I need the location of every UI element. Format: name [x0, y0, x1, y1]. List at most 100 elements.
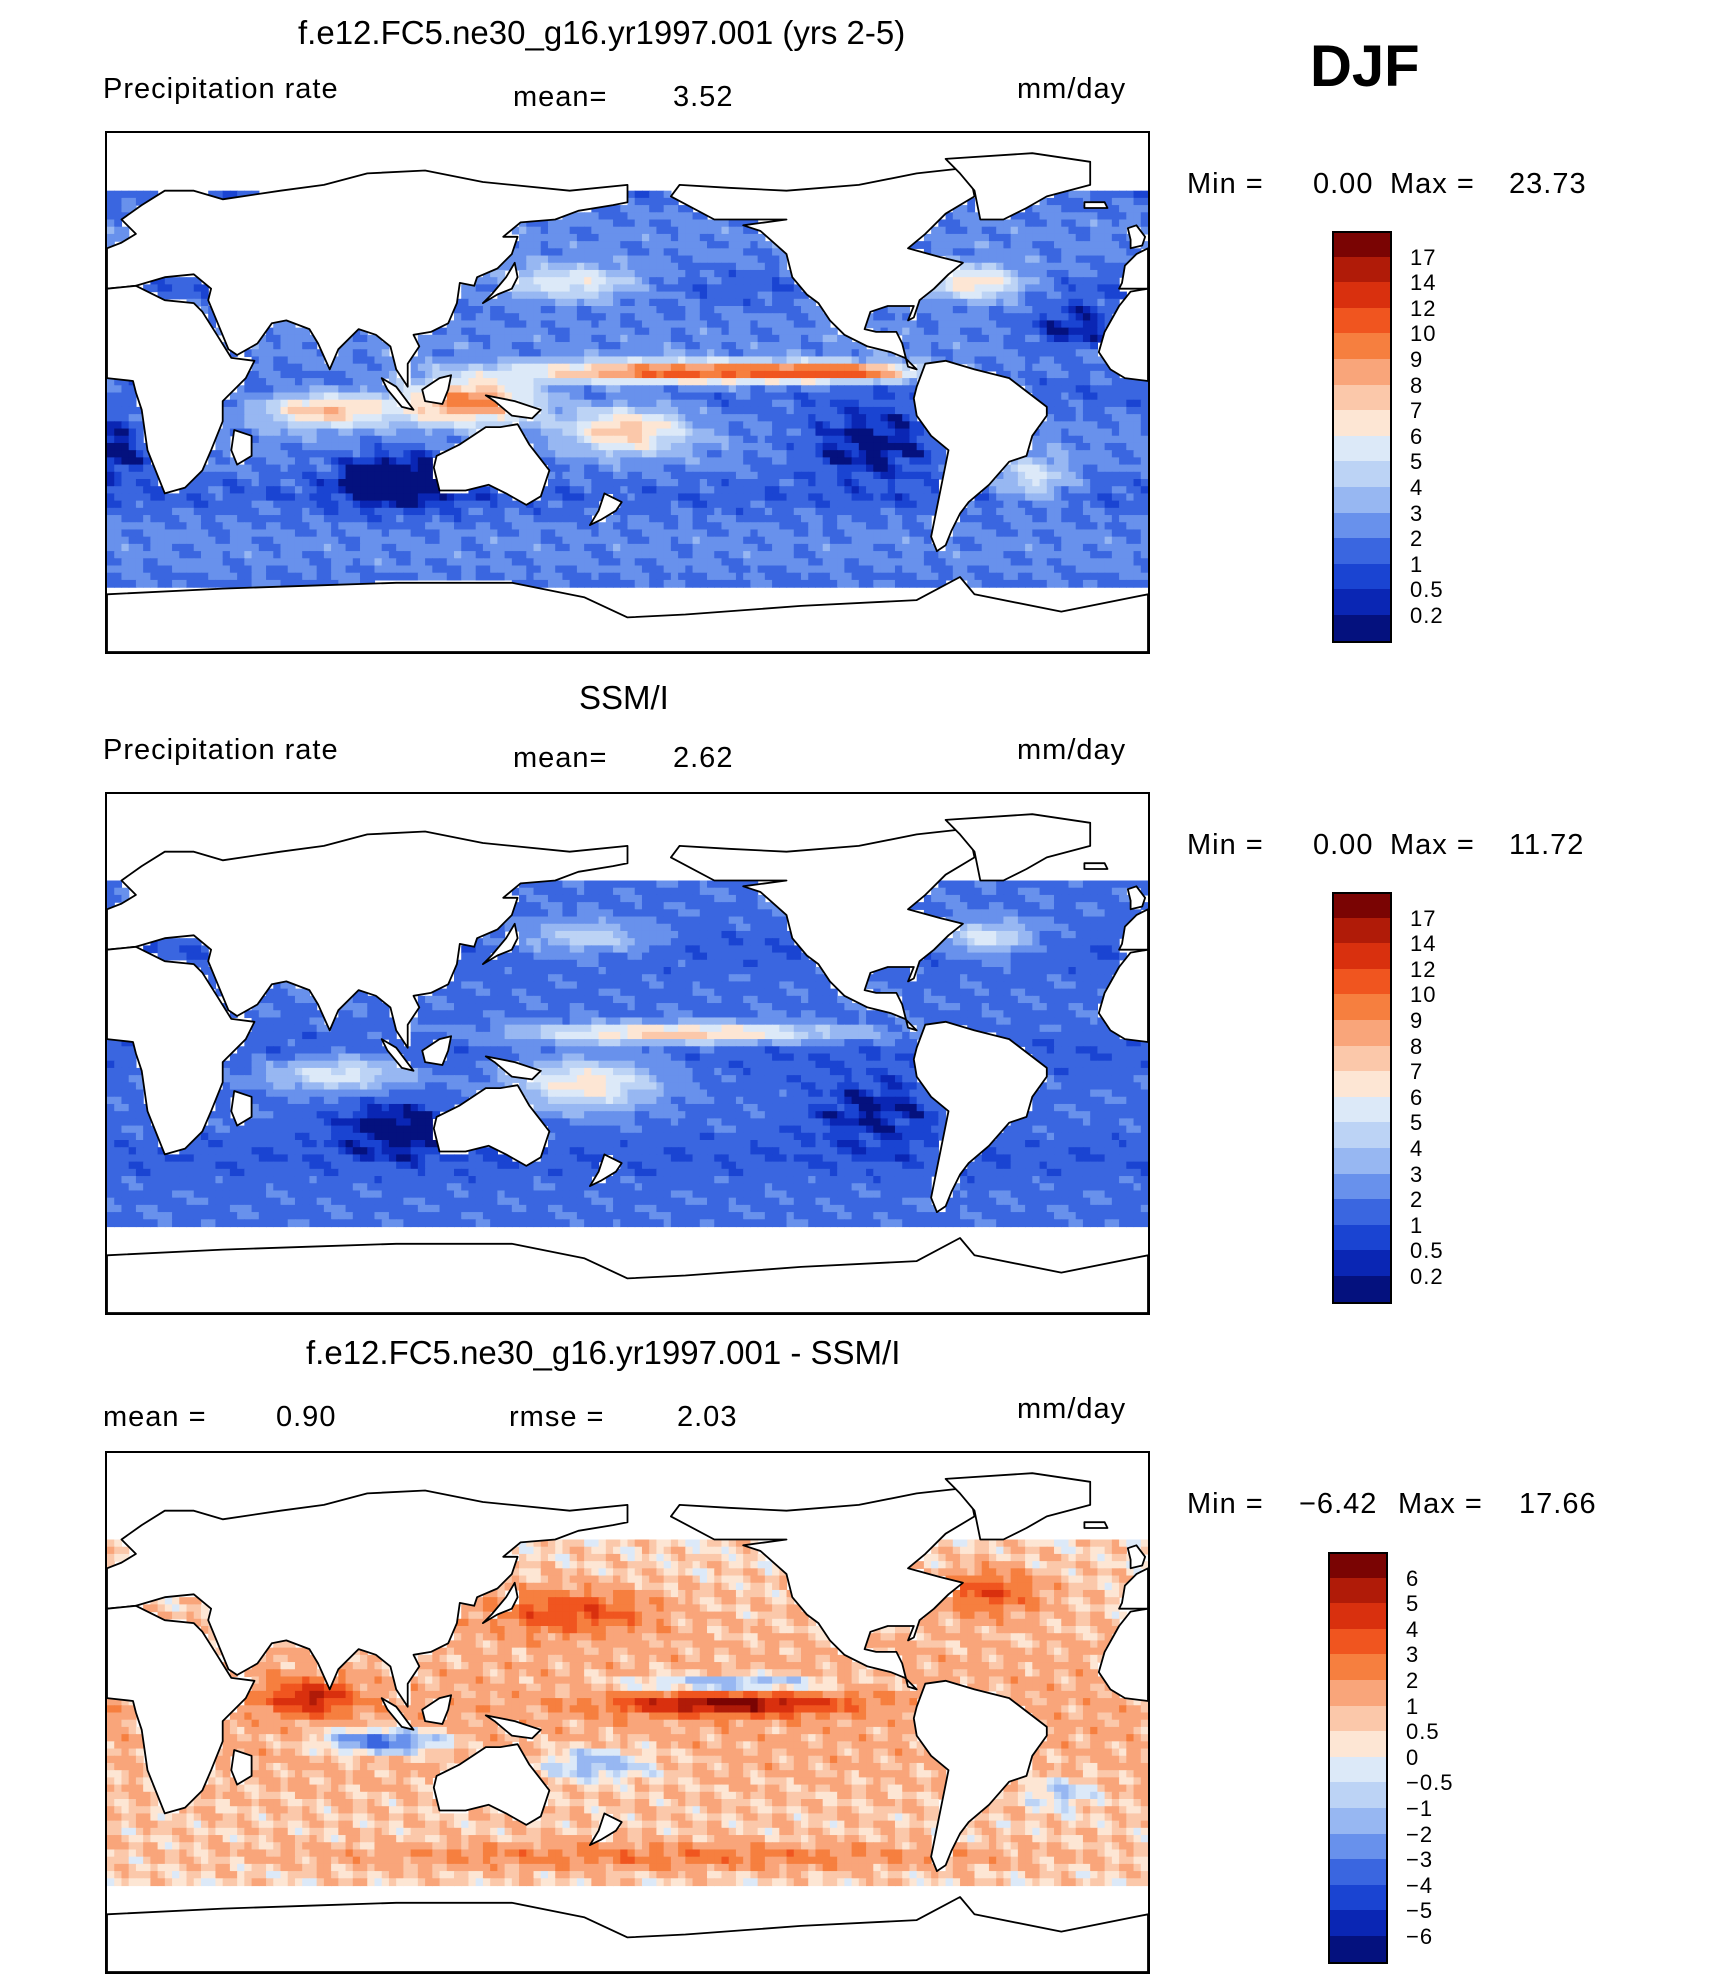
field-cell: [1104, 205, 1113, 213]
field-cell: [721, 399, 730, 408]
field-cell: [1010, 493, 1019, 502]
field-cell: [475, 406, 484, 415]
field-cell: [613, 298, 621, 307]
field-cell: [779, 356, 788, 365]
field-cell: [613, 205, 621, 213]
field-cell: [345, 450, 354, 458]
field-cell: [410, 399, 419, 408]
field-cell: [613, 370, 621, 379]
field-cell: [576, 486, 585, 495]
field-cell: [598, 262, 607, 271]
field-cell: [1126, 190, 1135, 199]
field-cell: [547, 522, 556, 531]
field-cell: [1003, 522, 1012, 531]
field-cell: [540, 421, 549, 430]
field-cell: [663, 370, 672, 379]
field-cell: [1075, 515, 1084, 523]
field-cell: [482, 500, 491, 509]
field-cell: [663, 378, 672, 386]
field-cell: [663, 493, 672, 502]
field-cell: [1119, 392, 1127, 401]
field-cell: [808, 493, 817, 502]
field-cell: [649, 262, 658, 271]
field-cell: [1061, 190, 1070, 199]
field-cell: [902, 370, 911, 379]
field-cell: [591, 486, 600, 495]
field-cell: [786, 399, 795, 408]
field-cell: [562, 363, 571, 372]
field-cell: [591, 320, 600, 329]
field-cell: [576, 342, 585, 350]
field-cell: [1082, 320, 1091, 329]
field-cell: [547, 342, 556, 350]
field-cell: [107, 197, 115, 206]
field-cell: [815, 536, 824, 545]
field-cell: [757, 370, 766, 379]
field-cell: [634, 457, 643, 466]
field-cell: [135, 435, 144, 444]
field-cell: [967, 356, 976, 365]
field-cell: [641, 543, 650, 552]
field-cell: [454, 370, 462, 379]
field-cell: [750, 378, 759, 386]
field-cell: [894, 450, 903, 458]
field-cell: [649, 342, 658, 350]
field-cell: [323, 385, 332, 394]
field-cell: [1075, 536, 1084, 545]
field-cell: [902, 522, 911, 531]
field-cell: [1017, 363, 1026, 372]
field-cell: [454, 385, 462, 394]
field-cell: [294, 457, 303, 466]
field-cell: [258, 421, 267, 430]
field-cell: [540, 493, 549, 502]
field-cell: [649, 248, 658, 257]
field-cell: [663, 522, 672, 531]
field-cell: [1133, 507, 1142, 516]
field-cell: [519, 277, 527, 285]
field-cell: [251, 406, 260, 415]
field-cell: [902, 349, 911, 358]
field-cell: [316, 349, 325, 358]
field-cell: [540, 414, 549, 422]
field-cell: [555, 392, 564, 401]
field-cell: [1104, 277, 1113, 285]
field-cell: [258, 370, 267, 379]
field-cell: [482, 291, 491, 300]
field-cell: [656, 536, 665, 545]
field-cell: [547, 500, 556, 509]
field-cell: [772, 349, 780, 358]
field-cell: [1140, 399, 1148, 408]
field-cell: [685, 406, 694, 415]
field-cell: [547, 442, 556, 451]
field-cell: [685, 479, 694, 487]
field-cell: [641, 241, 650, 249]
field-cell: [923, 529, 932, 538]
field-cell: [562, 334, 571, 343]
field-cell: [699, 255, 708, 264]
field-cell: [866, 385, 874, 394]
field-cell: [490, 277, 498, 285]
field-cell: [526, 226, 535, 235]
field-cell: [1090, 349, 1098, 358]
field-cell: [1097, 442, 1106, 451]
field-cell: [569, 291, 578, 300]
field-cell: [945, 536, 954, 545]
field-cell: [685, 493, 694, 502]
field-cell: [107, 536, 115, 545]
field-cell: [266, 471, 274, 480]
field-cell: [540, 233, 549, 242]
field-cell: [685, 421, 694, 430]
field-cell: [1010, 255, 1019, 264]
field-cell: [598, 421, 607, 430]
field-cell: [699, 284, 708, 293]
field-cell: [526, 262, 535, 271]
field-cell: [678, 356, 686, 365]
field-cell: [251, 464, 260, 473]
field-cell: [1054, 356, 1062, 365]
field-cell: [179, 291, 188, 300]
field-cell: [1090, 442, 1098, 451]
field-cell: [490, 421, 498, 430]
field-cell: [1032, 464, 1041, 473]
field-cell: [381, 392, 390, 401]
panel-1-units: mm/day: [1017, 73, 1127, 105]
